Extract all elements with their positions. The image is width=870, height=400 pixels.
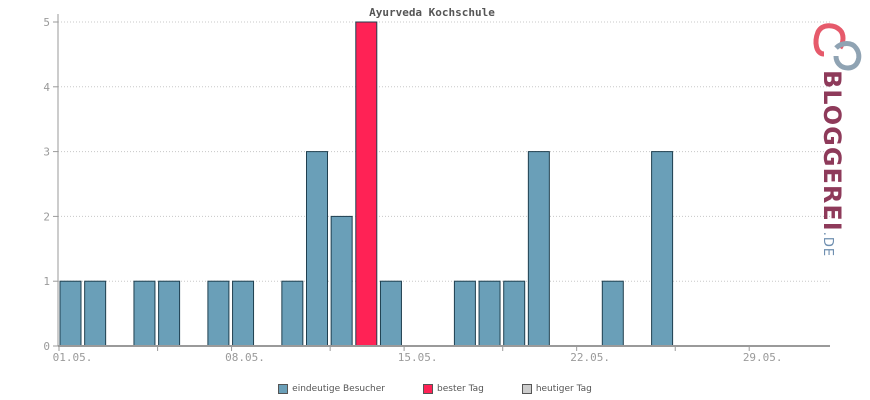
bar [207,280,230,347]
legend-swatch-visitors [278,384,289,394]
gridlines [58,21,830,282]
bloggerei-logo-icon [813,23,862,71]
brand-suffix: .DE [820,231,835,258]
legend-label-today: heutiger Tag [535,384,592,394]
y-tick-label: 2 [43,210,50,223]
brand-name: BLOGGEREI [818,70,846,232]
y-tick-label: 4 [43,81,50,94]
tick-labels: 0 1 2 3 4 5 01.05. 08.05. 15.05. 22.05. 29.05. [43,16,782,364]
axes [53,14,830,351]
chart-title: Ayurveda Kochschule [369,6,495,19]
legend-swatch-today [521,384,532,394]
legend: eindeutige Besucher bester Tag heutiger … [0,384,870,394]
bar [232,280,255,347]
bar [601,280,624,347]
bar-best-day [355,21,378,347]
legend-swatch-best-day [423,384,433,394]
bar [478,280,501,347]
legend-label-visitors: eindeutige Besucher [292,384,385,394]
y-tick-label: 5 [43,16,50,29]
legend-item-visitors: eindeutige Besucher [278,384,385,394]
x-tick-label: 22.05. [570,351,610,364]
bar [59,280,82,347]
bar [453,280,476,347]
brand-wordmark: BLOGGEREI.DE [818,70,846,257]
x-tick-label: 01.05. [53,351,93,364]
x-tick-label: 29.05. [743,351,783,364]
bar [133,280,156,347]
bar [84,280,107,347]
y-tick-label: 1 [43,275,50,288]
bar [158,280,181,347]
bars [59,21,674,347]
x-tick-label: 15.05. [398,351,438,364]
bar [651,151,674,347]
bar [503,280,526,347]
legend-label-best-day: bester Tag [437,384,484,394]
x-tick-label: 08.05. [225,351,265,364]
bar [379,280,402,347]
legend-item-best-day: bester Tag [423,384,484,394]
y-tick-label: 0 [43,340,50,353]
legend-item-today: heutiger Tag [521,384,592,394]
bar [281,280,304,347]
bar [527,151,550,347]
bar [306,151,328,347]
bar [330,215,353,347]
y-tick-label: 3 [43,146,50,159]
